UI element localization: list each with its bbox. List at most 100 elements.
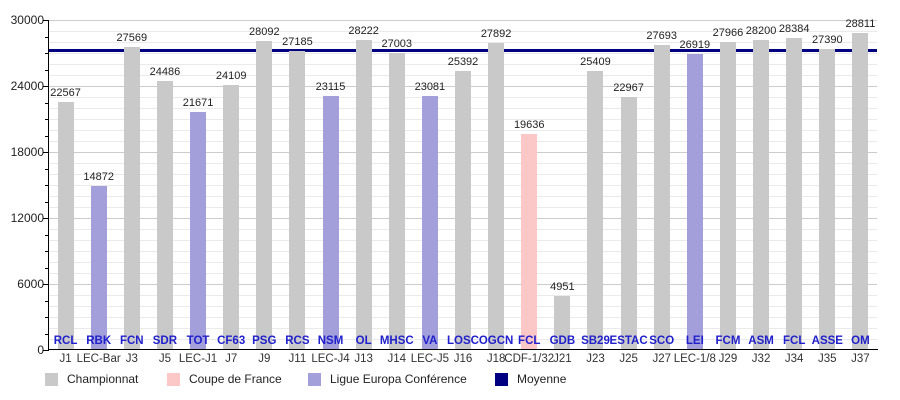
y-axis-minor-tick — [45, 36, 49, 38]
bar-value-label: 24109 — [215, 69, 247, 82]
bar-J16 — [455, 70, 471, 350]
journee-label: J32 — [751, 353, 771, 365]
opponent-label: FCM — [715, 335, 741, 347]
bar-J37 — [852, 33, 869, 350]
journee-label: LEC-J4 — [311, 353, 350, 365]
opponent-label: RCS — [285, 335, 310, 347]
opponent-label: NSM — [317, 335, 344, 347]
bar-J34 — [786, 37, 803, 350]
y-axis-tick-label: 6000 — [17, 277, 44, 291]
y-axis-major-tick — [43, 284, 49, 285]
bar-LEC-Bar — [90, 186, 107, 350]
journee-label: J21 — [553, 353, 572, 365]
journee-label: LEC-Bar — [76, 353, 121, 365]
y-axis-minor-tick — [45, 168, 49, 170]
legend-swatch-cdf — [167, 372, 180, 386]
bar-value-label: 21671 — [182, 96, 214, 109]
y-axis-tick-label: 12000 — [10, 211, 44, 225]
bar-J14 — [388, 52, 405, 350]
bar-J3 — [123, 46, 140, 350]
legend-label-lec: Ligue Europa Conférence — [330, 372, 467, 386]
opponent-label: RCL — [53, 335, 78, 347]
bar-J5 — [156, 80, 173, 350]
legend-swatch-lec — [308, 372, 321, 386]
minor-gridline — [49, 41, 877, 43]
bar-CDF-1/32 — [521, 134, 538, 350]
legend-label-cdf: Coupe de France — [189, 372, 282, 386]
bar-J9 — [256, 41, 273, 350]
journee-label: LEC-J1 — [178, 353, 218, 365]
y-axis-major-tick — [43, 350, 49, 351]
journee-label: LEC-1/8 — [673, 353, 716, 365]
major-gridline — [49, 19, 877, 21]
y-axis-minor-tick — [45, 119, 49, 120]
bar-J18 — [488, 43, 505, 350]
bar-J23 — [587, 70, 604, 350]
bar-value-label: 28222 — [348, 24, 379, 37]
opponent-label: SDR — [152, 335, 178, 347]
y-axis-minor-tick — [45, 300, 49, 302]
journee-label: J3 — [125, 353, 138, 365]
bar-LEC-J5 — [421, 96, 438, 350]
journee-label: CDF-1/32 — [504, 353, 555, 365]
bar-value-label: 22967 — [613, 82, 644, 95]
journee-label: J18 — [486, 353, 506, 365]
y-axis-tick-label: 24000 — [10, 79, 44, 93]
bar-J1 — [57, 101, 74, 350]
y-axis-tick-label: 18000 — [10, 145, 44, 159]
journee-label: J35 — [818, 353, 837, 365]
journee-label: J25 — [619, 353, 638, 365]
opponent-label: LOSC — [447, 335, 479, 347]
bar-LEC-1/8 — [686, 53, 703, 350]
opponent-label: FCL — [518, 335, 541, 347]
bar-value-label: 19636 — [513, 119, 545, 132]
y-axis-minor-tick — [45, 201, 49, 203]
legend-swatch-championnat — [45, 372, 58, 386]
bar-value-label: 27390 — [812, 33, 843, 46]
bar-value-label: 27966 — [712, 27, 744, 40]
legend-label-championnat: Championnat — [67, 372, 139, 386]
bar-value-label: 27892 — [480, 28, 512, 41]
bar-LEC-J1 — [190, 111, 207, 350]
y-axis-major-tick — [43, 86, 49, 87]
opponent-label: OL — [355, 335, 372, 347]
y-axis-minor-tick — [45, 251, 49, 252]
journee-label: J13 — [354, 353, 373, 365]
plot-area: 22567 RCL 14872 RBK 27569 FCN 24486 SDR 21671 TOT… — [49, 18, 877, 350]
opponent-label: OM — [851, 335, 870, 347]
bar-value-label: 25392 — [447, 55, 479, 68]
y-axis-minor-tick — [45, 333, 49, 335]
y-axis-tick-label: 30000 — [10, 13, 44, 27]
bar-value-label: 23081 — [414, 81, 446, 94]
bar-LEC-J4 — [322, 95, 339, 350]
bar-value-label: 27003 — [381, 37, 413, 50]
journee-label: J7 — [225, 353, 238, 365]
legend-swatch-moyenne — [495, 372, 508, 386]
minor-gridline — [49, 30, 877, 32]
y-axis-minor-tick — [45, 234, 49, 236]
opponent-label: FCN — [119, 335, 144, 347]
opponent-label: MHSC — [379, 335, 414, 347]
bar-value-label: 28811 — [845, 18, 876, 31]
y-axis-tick-label: 0 — [37, 343, 44, 357]
y-axis-minor-tick — [45, 69, 49, 71]
opponent-label: FCL — [783, 335, 806, 347]
journee-label: J29 — [718, 353, 738, 365]
bar-J27 — [653, 45, 670, 350]
journee-label: J23 — [586, 353, 605, 365]
journee-label: J11 — [288, 353, 307, 365]
bar-J21 — [554, 295, 571, 350]
opponent-label: TOT — [186, 335, 210, 347]
opponent-label: ASSE — [811, 335, 843, 347]
y-axis-minor-tick — [45, 102, 49, 104]
bar-value-label: 23115 — [315, 80, 346, 93]
bar-value-label: 28200 — [745, 24, 777, 37]
journee-label: J16 — [453, 353, 473, 365]
journee-label: J14 — [387, 353, 407, 365]
journee-label: J5 — [158, 353, 171, 365]
y-axis-minor-tick — [45, 267, 49, 269]
y-axis-minor-tick — [45, 135, 49, 137]
opponent-label: VA — [422, 335, 438, 347]
opponent-label: SCO — [649, 335, 675, 347]
